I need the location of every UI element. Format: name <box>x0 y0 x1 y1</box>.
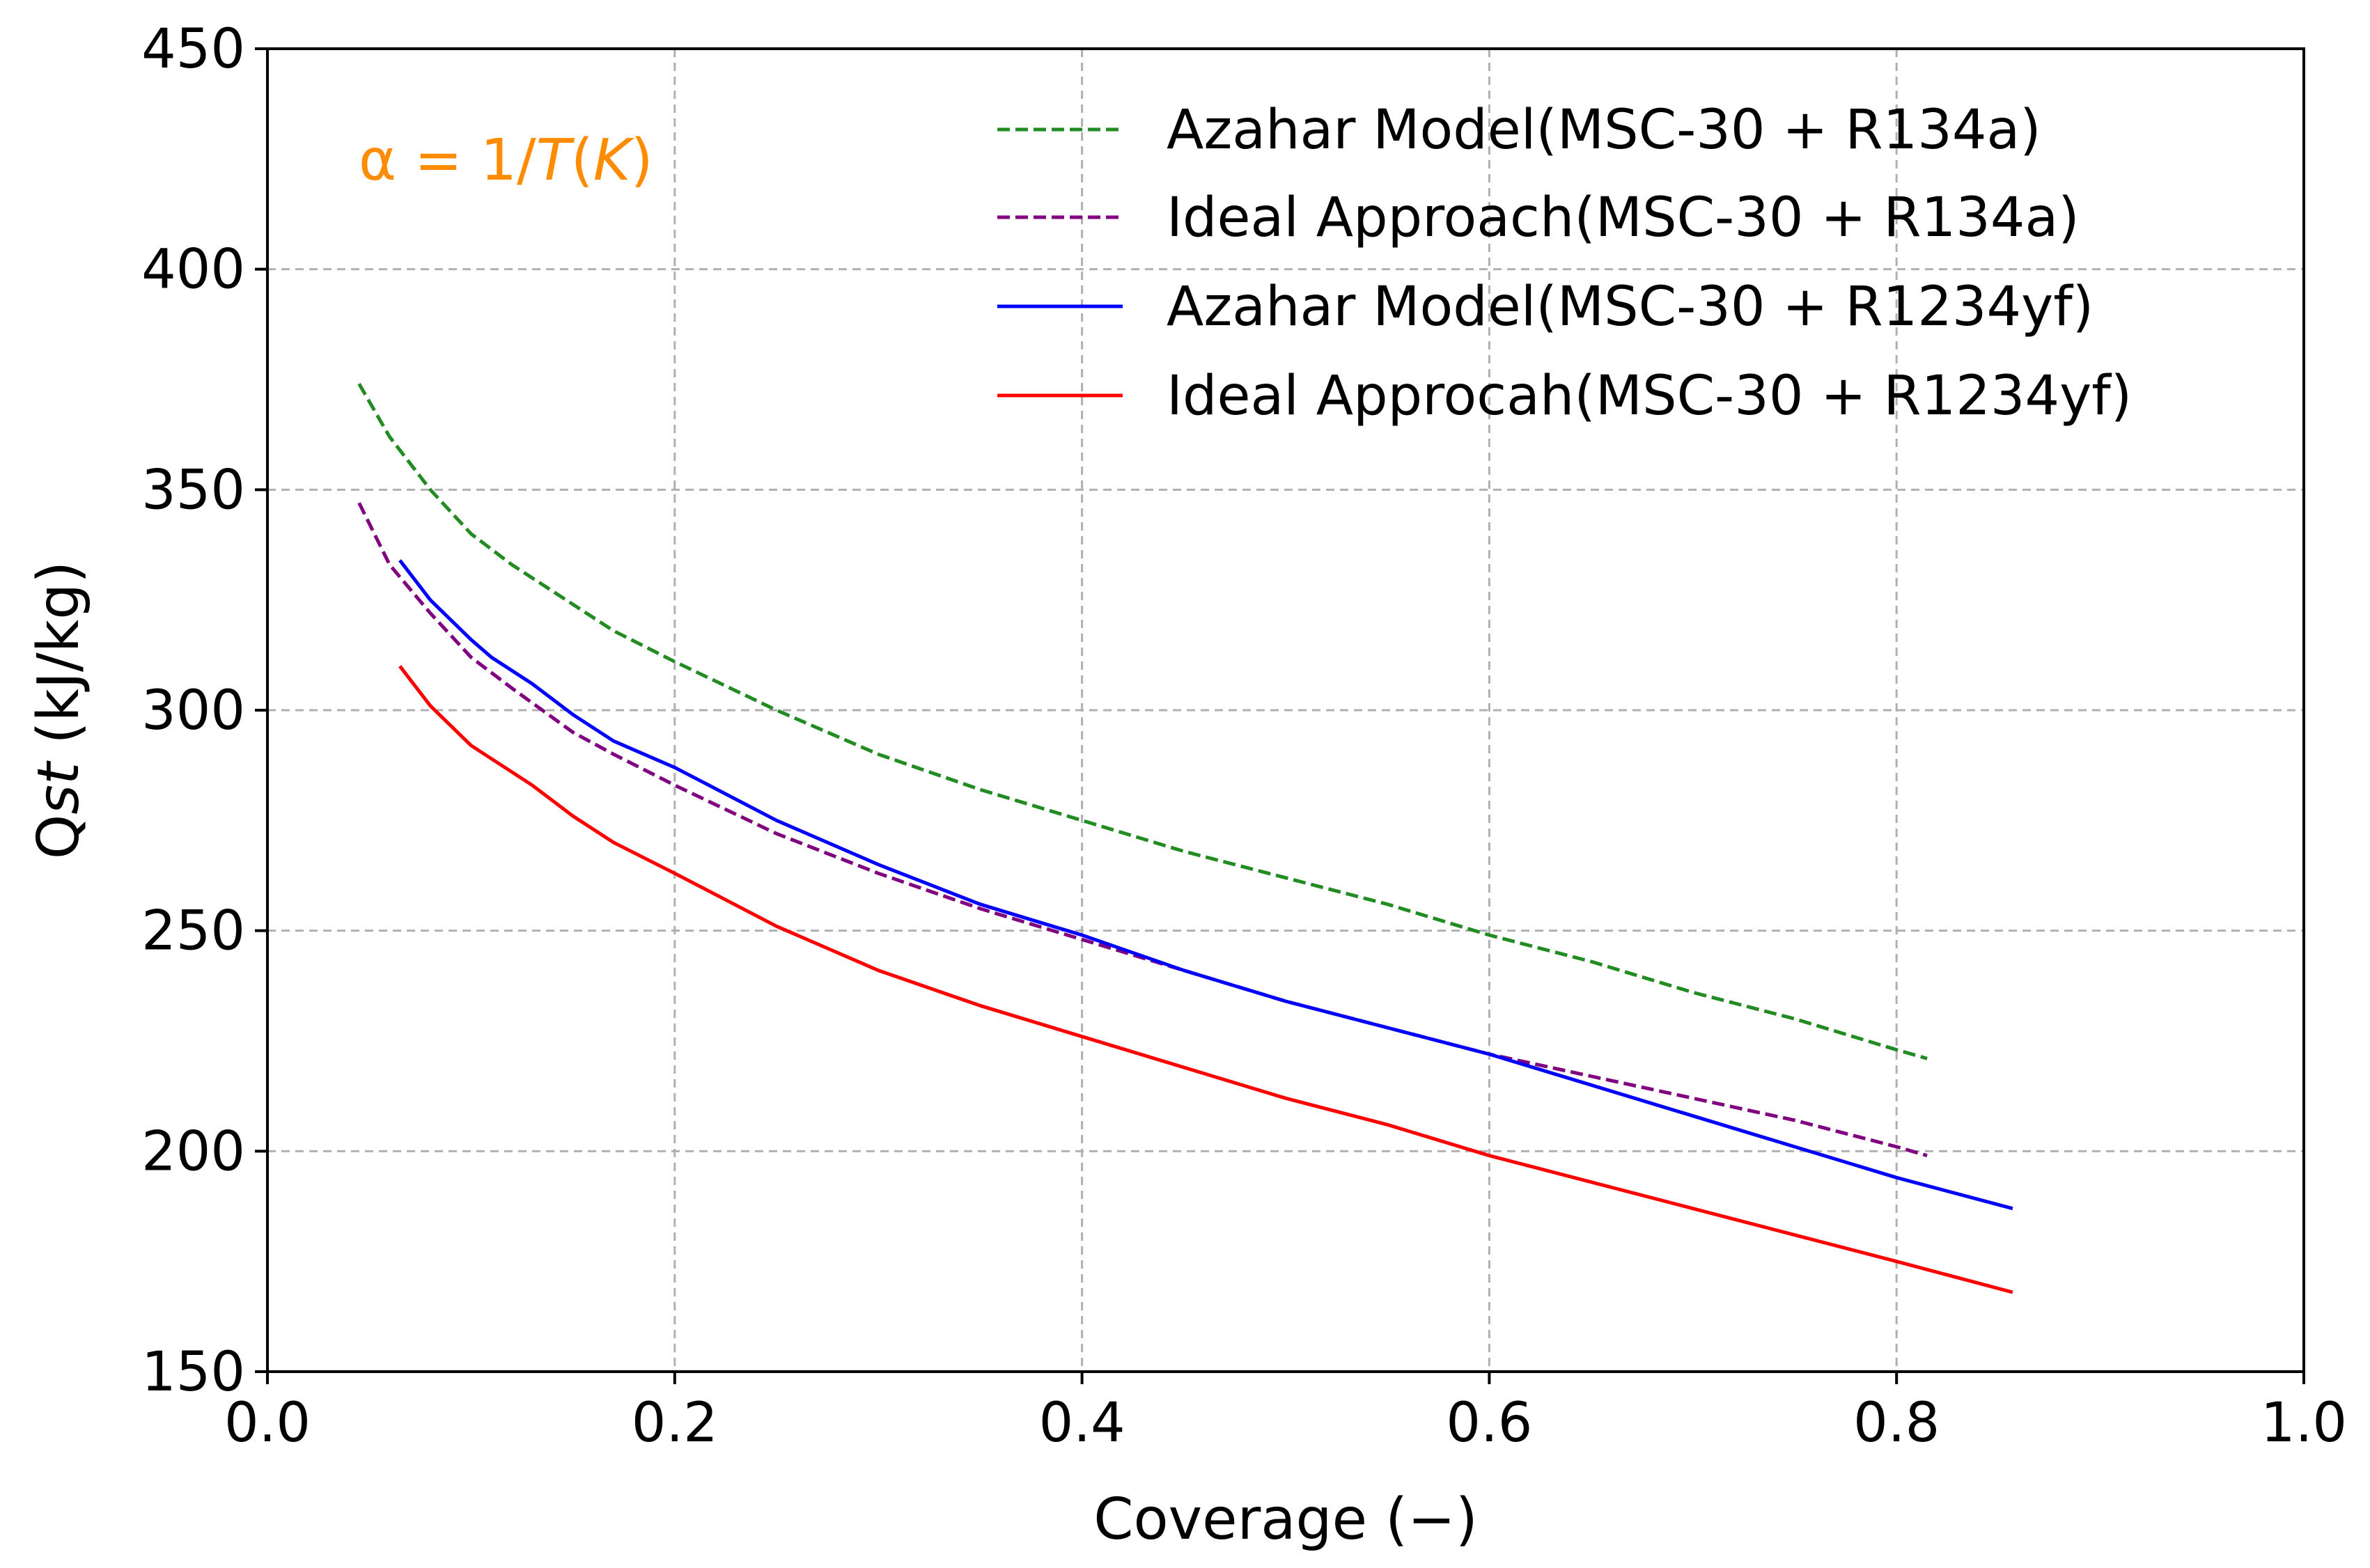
y-tick-label: 400 <box>141 239 245 301</box>
y-tick-label: 300 <box>141 680 245 742</box>
legend: Azahar Model(MSC-30 + R134a) Ideal Approa… <box>997 99 2132 428</box>
legend-label-4: Ideal Approcah(MSC-30 + R1234yf) <box>1167 365 2132 428</box>
legend-label-3: Azahar Model(MSC-30 + R1234yf) <box>1167 276 2094 338</box>
x-tick-label: 1.0 <box>2261 1392 2347 1455</box>
y-tick-label: 350 <box>141 459 245 522</box>
x-tick-label: 0.8 <box>1853 1392 1940 1455</box>
series-line-1 <box>357 383 1928 1060</box>
series-line-4 <box>398 665 2013 1294</box>
y-tick-label: 150 <box>141 1341 245 1404</box>
tick-layer: 0.0 0.2 0.4 0.6 0.8 1.0 150 200 250 300 350 400 450 <box>141 18 2347 1455</box>
annotation-paren-close: ) <box>631 127 653 194</box>
grid-layer <box>267 49 2304 1372</box>
annotation-K: K <box>593 127 635 194</box>
series-layer <box>357 383 2013 1294</box>
legend-label-2: Ideal Approach(MSC-30 + R134a) <box>1167 187 2080 249</box>
y-axis-title: Qst (kJ/kg) <box>26 561 92 859</box>
y-tick-label: 250 <box>141 900 245 963</box>
annotation-paren-open: ( <box>571 127 593 194</box>
annotation-alpha: α = 1/ <box>359 127 536 194</box>
y-axis-title-main: Q <box>26 815 92 860</box>
x-tick-label: 0.6 <box>1446 1392 1532 1455</box>
series-line-3 <box>398 559 2013 1211</box>
x-tick-label: 0.2 <box>632 1392 718 1455</box>
alpha-annotation: α = 1/T(K) <box>359 127 653 194</box>
x-axis-title: Coverage (−) <box>1093 1487 1478 1553</box>
y-axis-title-unit: (kJ/kg) <box>26 561 92 762</box>
y-tick-label: 200 <box>141 1120 245 1183</box>
annotation-T: T <box>536 127 575 194</box>
legend-label-1: Azahar Model(MSC-30 + R134a) <box>1167 99 2041 162</box>
y-tick-label: 450 <box>141 18 245 81</box>
x-tick-label: 0.4 <box>1039 1392 1125 1455</box>
y-axis-title-italic: st <box>26 760 92 815</box>
x-tick-label: 0.0 <box>224 1392 311 1455</box>
series-line-2 <box>357 502 1928 1158</box>
